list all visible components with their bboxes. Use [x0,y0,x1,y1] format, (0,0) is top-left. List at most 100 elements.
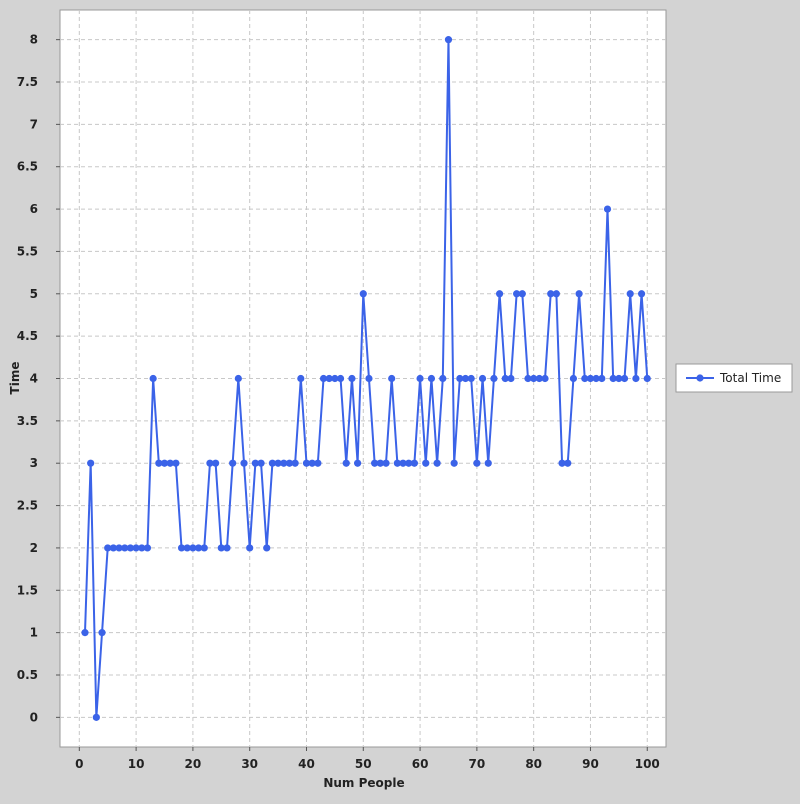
y-tick-label: 5 [30,287,38,301]
data-point [126,544,135,552]
x-tick-label: 80 [525,757,542,771]
axes: 00.511.522.533.544.555.566.577.580 10 20 30… [17,33,660,771]
data-point [439,374,447,383]
data-point [416,374,424,383]
data-point [433,459,441,467]
x-tick-label: 60 [412,757,429,771]
data-point [405,459,413,467]
data-point [183,544,191,552]
data-point [217,544,225,552]
data-point [524,374,532,383]
data-point [115,544,123,552]
data-point [212,459,220,467]
data-point [109,544,117,552]
data-point [603,205,612,213]
y-tick-label: 5.5 [17,244,38,258]
data-point [586,374,595,383]
data-point [336,374,345,383]
data-point [410,459,418,467]
data-point [257,459,265,467]
x-tick-label: 20 [185,757,202,771]
data-point [495,290,504,298]
data-point [172,459,180,467]
data-point [371,459,379,467]
data-point [149,374,157,383]
data-point [189,544,197,552]
data-point [302,459,311,467]
data-point [558,459,566,467]
data-point [177,544,186,552]
data-point [92,713,100,721]
data-point [200,544,208,552]
data-point [98,629,106,637]
data-point [478,374,487,383]
data-point [194,544,203,552]
data-point [427,374,436,383]
data-point [592,374,600,383]
data-point [166,459,174,467]
legend-label: Total Time [719,371,781,385]
data-point [444,36,453,44]
data-point [547,290,555,298]
y-tick-label: 4 [30,372,38,386]
data-point [206,459,214,467]
x-axis-title: Num People [323,776,404,790]
y-tick-label: 7.5 [17,75,38,89]
data-point [268,459,277,467]
data-point [643,374,651,383]
data-point [467,374,475,383]
data-point [598,374,606,383]
data-point [490,374,498,383]
data-point [132,544,140,552]
data-point [331,374,339,383]
x-tick-label: 40 [298,757,315,771]
data-point [530,374,538,383]
data-point [450,459,458,467]
y-tick-label: 8 [30,33,38,47]
data-point [342,459,350,467]
data-point [143,544,152,552]
x-tick-label: 10 [128,757,145,771]
data-point [234,374,242,383]
data-point [81,629,89,637]
data-point [535,374,543,383]
data-point [160,459,169,467]
data-point [456,374,464,383]
data-point [552,290,560,298]
data-point [274,459,282,467]
data-point [388,374,396,383]
data-point [348,374,356,383]
data-point [314,459,322,467]
y-tick-label: 6.5 [17,160,38,174]
data-point [609,374,617,383]
y-tick-label: 2 [30,541,38,555]
data-point [365,374,373,383]
y-tick-label: 0.5 [17,668,38,682]
data-point [422,459,430,467]
data-point [121,544,129,552]
data-point [319,374,328,383]
data-point [138,544,146,552]
data-point [632,374,640,383]
series-layer [81,36,651,721]
data-point [564,459,572,467]
data-point [223,544,231,552]
data-point [513,290,521,298]
data-point [251,459,259,467]
data-point [87,459,95,467]
data-point [399,459,407,467]
data-point [229,459,237,467]
data-point [354,459,362,467]
data-point [626,290,634,298]
data-point [620,374,629,383]
data-point [382,459,390,467]
data-point [308,459,316,467]
y-axis-title: Time [8,362,22,395]
data-point [104,544,112,552]
y-tick-label: 1.5 [17,583,38,597]
y-tick-label: 3 [30,456,38,470]
data-point [461,374,470,383]
data-point [581,374,589,383]
y-tick-label: 1 [30,626,38,640]
